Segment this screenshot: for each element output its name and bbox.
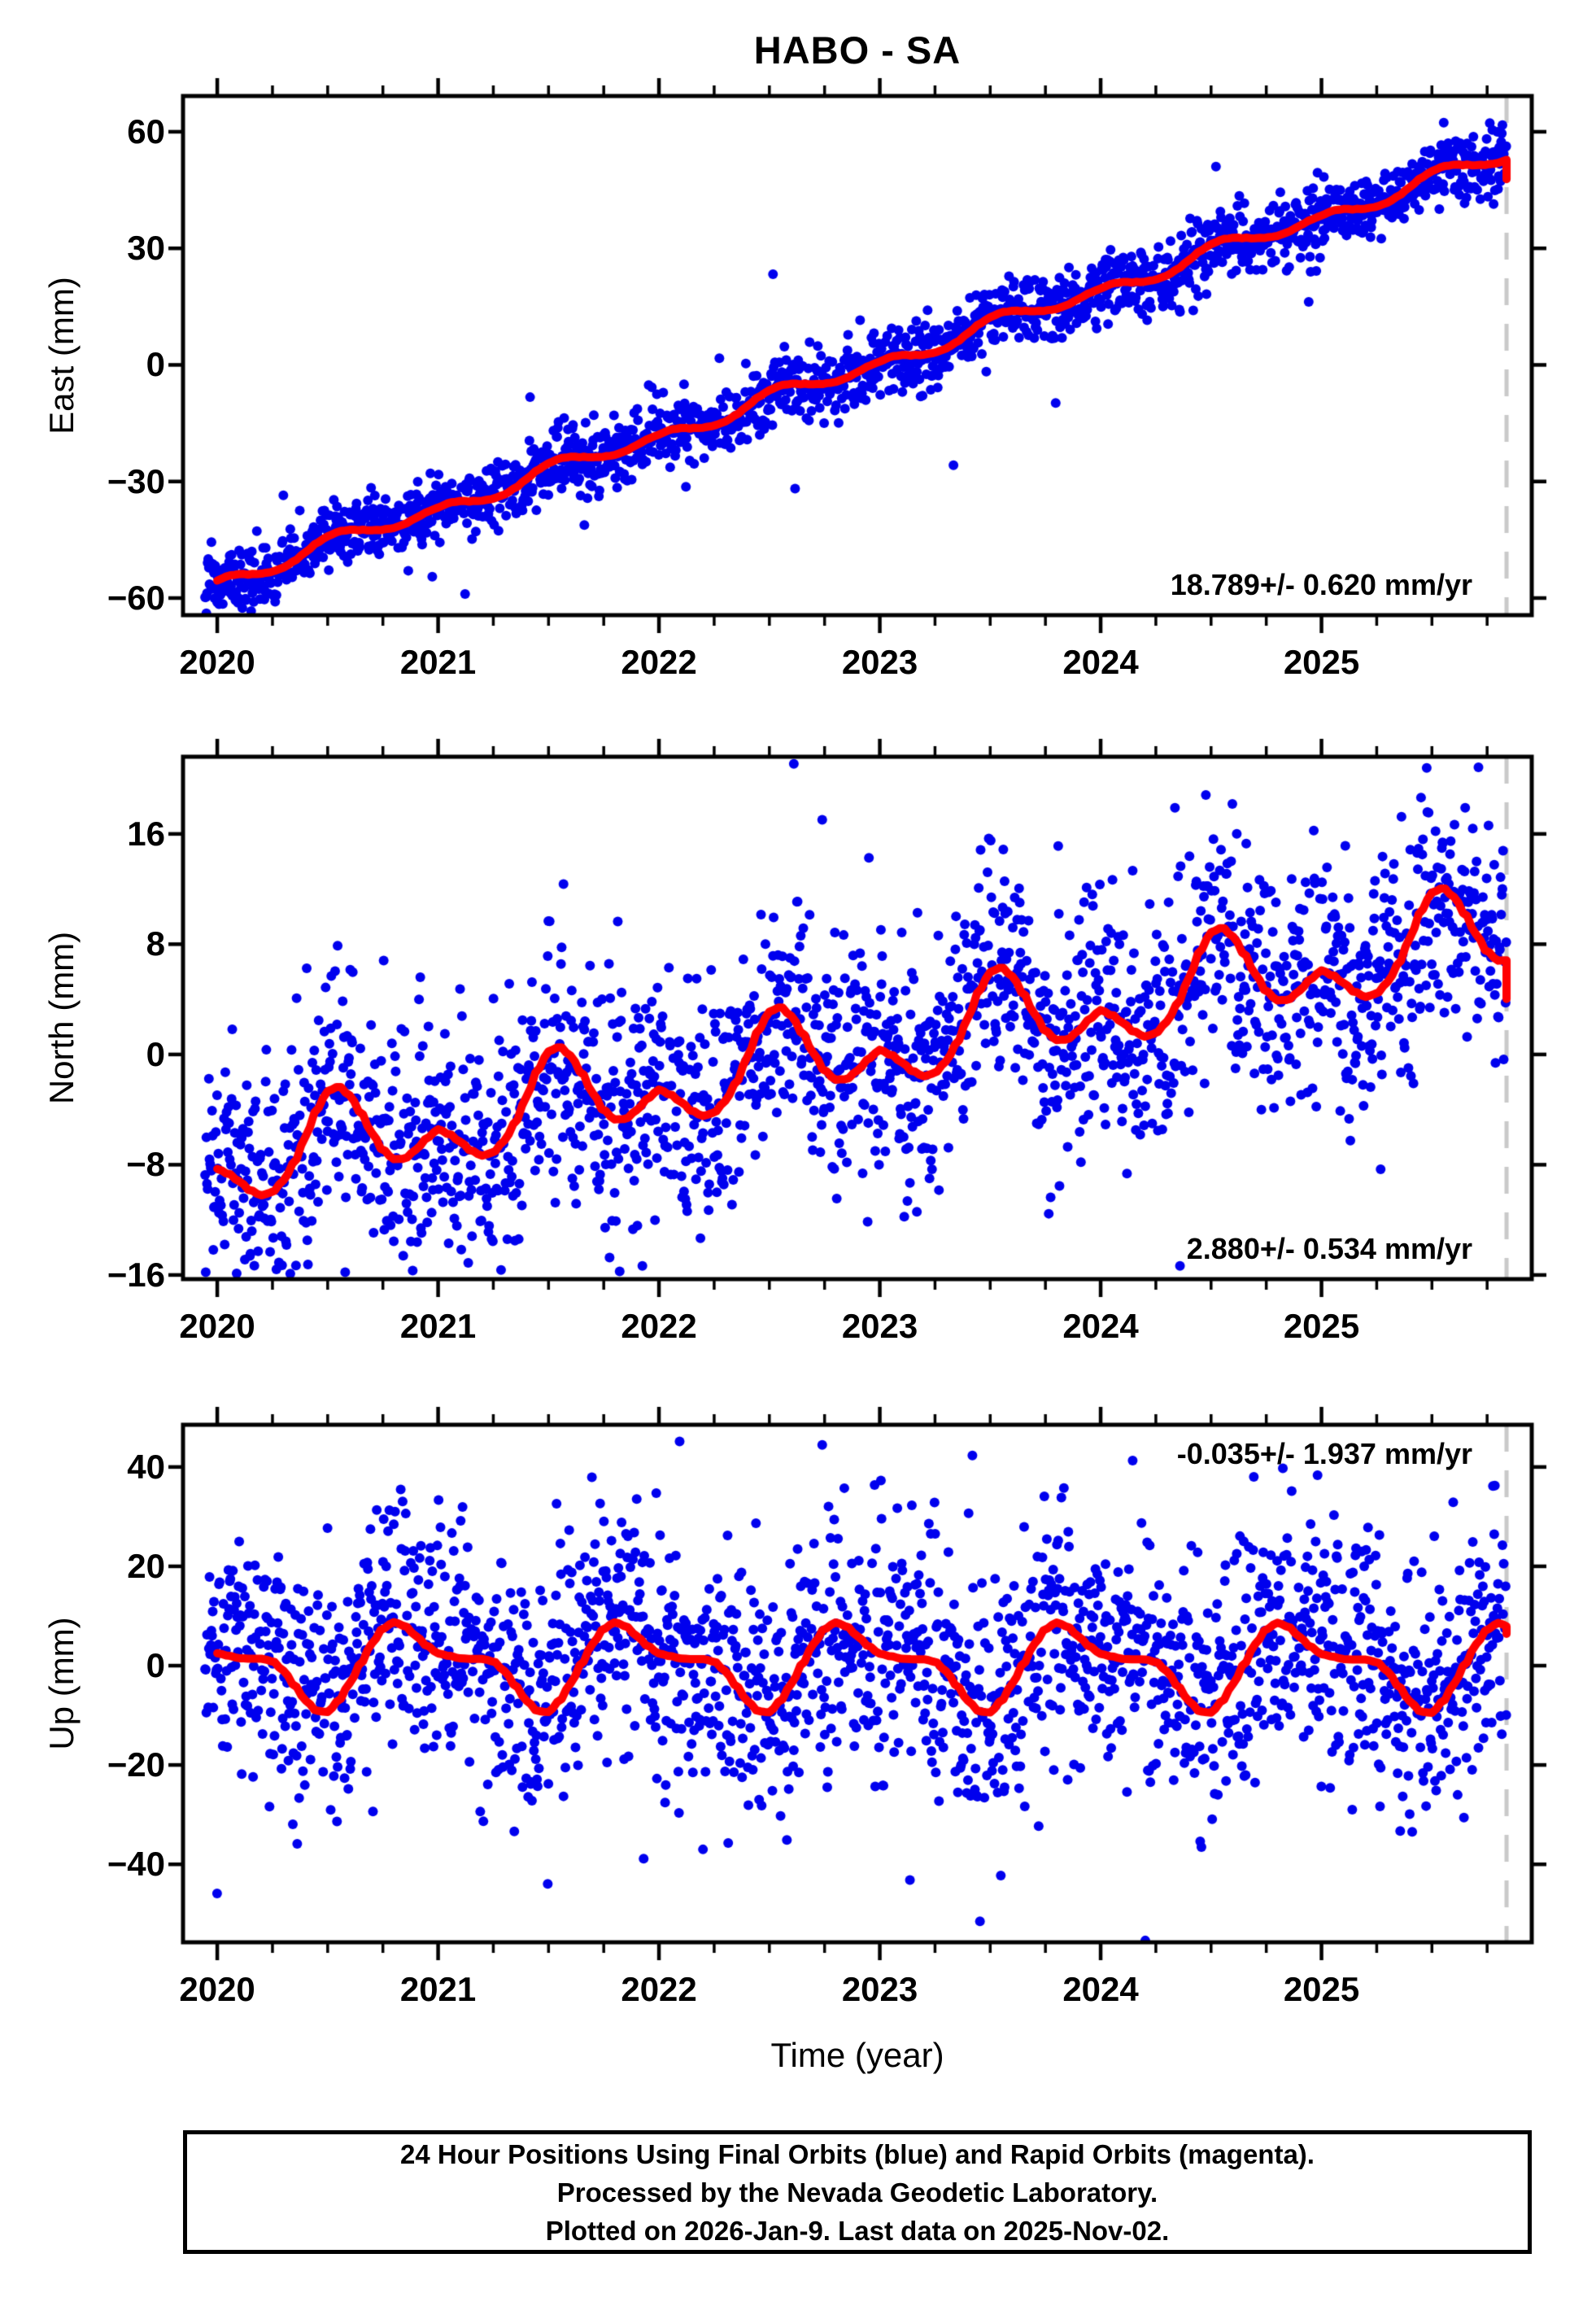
up-x-tick-label: 2025: [1283, 1970, 1360, 2008]
up-x-tick-label: 2024: [1062, 1970, 1139, 2008]
north-y-tick-label: 16: [127, 814, 165, 853]
up-y-tick-label: −40: [107, 1845, 165, 1884]
east-y-tick-label: 30: [127, 229, 165, 268]
up-y-tick-label: 40: [127, 1447, 165, 1486]
time-axis-title: Time (year): [770, 2036, 944, 2074]
north-rate-annotation: 2.880+/- 0.534 mm/yr: [1186, 1232, 1472, 1265]
up-x-tick-label: 2022: [621, 1970, 697, 2008]
east-y-tick-label: 60: [127, 111, 165, 151]
east-x-tick-label: 2020: [179, 643, 255, 681]
east-y-tick-label: −60: [107, 578, 165, 617]
up-rate-annotation: -0.035+/- 1.937 mm/yr: [1176, 1437, 1472, 1470]
east-rate-annotation: 18.789+/- 0.620 mm/yr: [1170, 568, 1472, 601]
north-x-tick-label: 2020: [179, 1307, 255, 1345]
north-y-tick-label: 8: [146, 924, 165, 963]
north-x-tick-label: 2025: [1283, 1307, 1360, 1345]
north-x-tick-label: 2021: [399, 1307, 477, 1345]
north-y-tick-label: 0: [146, 1034, 165, 1073]
north-x-tick-label: 2023: [841, 1307, 918, 1345]
page-title: HABO - SA: [753, 28, 962, 72]
up-y-tick-label: −20: [107, 1745, 165, 1784]
up-x-tick-label: 2023: [841, 1970, 918, 2008]
north-x-tick-label: 2022: [621, 1307, 697, 1345]
caption-line-processing: Processed by the Nevada Geodetic Laborat…: [556, 2177, 1158, 2208]
east-x-tick-label: 2021: [399, 643, 477, 681]
east-y-tick-label: −30: [107, 461, 165, 500]
up-x-tick-label: 2021: [399, 1970, 477, 2008]
east-y-tick-label: 0: [146, 345, 165, 384]
east-x-tick-label: 2024: [1062, 643, 1139, 681]
north-y-tick-label: −8: [126, 1145, 165, 1184]
north-y-tick-label: −16: [107, 1255, 165, 1294]
up-y-tick-label: 0: [146, 1646, 165, 1685]
caption-line-orbits: 24 Hour Positions Using Final Orbits (bl…: [400, 2138, 1315, 2169]
caption-line-dates: Plotted on 2026-Jan-9. Last data on 2025…: [545, 2215, 1170, 2246]
east-x-tick-label: 2022: [621, 643, 697, 681]
up-y-tick-label: 20: [127, 1546, 165, 1585]
caption-box: 24 Hour Positions Using Final Orbits (bl…: [183, 2130, 1532, 2254]
up-x-tick-label: 2020: [179, 1970, 255, 2008]
north-x-tick-label: 2024: [1062, 1307, 1139, 1345]
east-x-tick-label: 2025: [1283, 643, 1360, 681]
east-x-tick-label: 2023: [841, 643, 918, 681]
